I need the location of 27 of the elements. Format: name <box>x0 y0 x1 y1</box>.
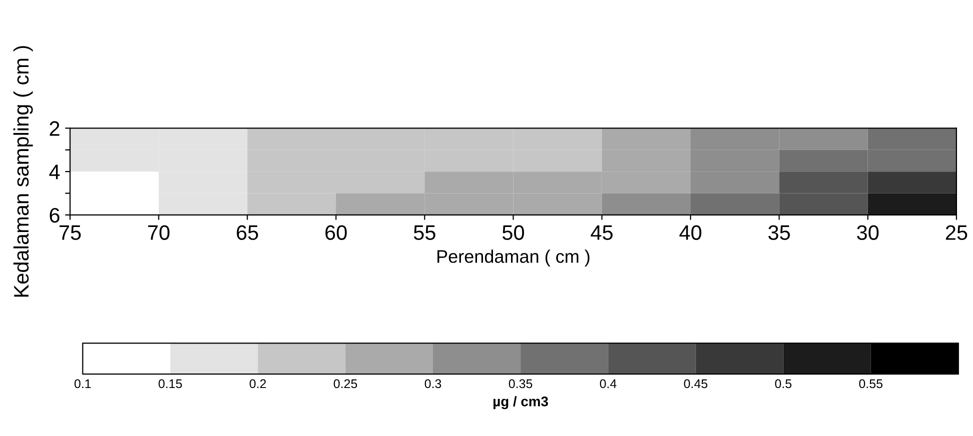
color-bar-label: 0.2 <box>250 379 266 388</box>
y-axis-title: Kedalaman sampling ( cm ) <box>13 46 33 297</box>
color-bar-label: 0.55 <box>859 379 882 388</box>
y-tick-label: 4 <box>49 164 60 180</box>
x-tick-label: 75 <box>60 225 81 240</box>
color-bar-label: 0.1 <box>74 379 91 388</box>
color-bar-label: 0.35 <box>508 379 532 388</box>
x-tick-label: 60 <box>325 225 347 240</box>
x-tick-label: 40 <box>679 225 702 240</box>
x-tick-label: 35 <box>768 225 790 240</box>
x-tick-label: 45 <box>590 225 613 240</box>
color-bar-label: 0.5 <box>775 379 792 388</box>
y-tick-label: 2 <box>50 121 60 136</box>
color-bar-title: µg / cm3 <box>494 396 548 410</box>
color-bar-label: 0.25 <box>334 379 358 388</box>
x-tick-label: 70 <box>148 225 170 240</box>
color-bar-label: 0.3 <box>424 379 442 388</box>
x-axis-title: Perendaman ( cm ) <box>437 250 590 266</box>
x-tick-label: 25 <box>946 225 968 240</box>
color-bar-label: 0.15 <box>158 379 182 388</box>
x-tick-label: 55 <box>414 225 436 240</box>
x-tick-label: 65 <box>236 225 258 240</box>
x-tick-label: 50 <box>502 225 524 240</box>
color-bar-label: 0.4 <box>600 379 616 388</box>
color-bar-label: 0.45 <box>684 379 708 388</box>
x-tick-label: 30 <box>857 225 879 240</box>
y-tick-label: 6 <box>50 208 60 223</box>
